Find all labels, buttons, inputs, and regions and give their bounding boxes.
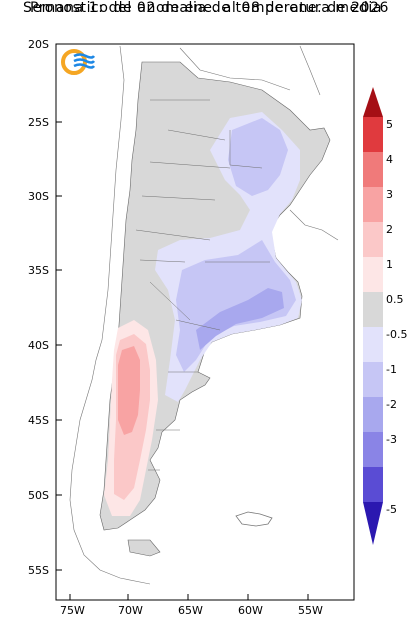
legend-band-m1-m05 bbox=[363, 327, 383, 362]
legend-label-m1: -1 bbox=[386, 363, 397, 376]
legend-label-1: 1 bbox=[386, 258, 393, 271]
lat-tick-20s: 20S bbox=[28, 38, 49, 51]
lat-tick-35s: 35S bbox=[28, 264, 49, 277]
map-title-line-1: Pronostico de anomalia de temperatura me… bbox=[29, 0, 383, 16]
lon-tick-75w: 75W bbox=[60, 604, 85, 617]
legend-band-3-4 bbox=[363, 152, 383, 187]
lat-tick-30s: 30S bbox=[28, 190, 49, 203]
lat-tick-25s: 25S bbox=[28, 116, 49, 129]
lat-tick-45s: 45S bbox=[28, 414, 49, 427]
map-title-line-2: Semana 1: del 02 de ene. al 08 de ene. d… bbox=[22, 0, 390, 16]
anomaly-blue-strong bbox=[196, 288, 284, 350]
legend-band-1-2 bbox=[363, 222, 383, 257]
legend-label-2: 2 bbox=[386, 223, 393, 236]
longitude-axis: 75W 70W 65W 60W 55W bbox=[60, 594, 323, 617]
legend-arrow-bottom bbox=[363, 502, 383, 545]
legend-band-m4-m3 bbox=[363, 432, 383, 467]
legend-label-m2: -2 bbox=[386, 398, 397, 411]
lon-tick-55w: 55W bbox=[298, 604, 323, 617]
legend-band-m2-m1 bbox=[363, 362, 383, 397]
legend-label-0-5: 0.5 bbox=[386, 293, 404, 306]
legend-label-m3: -3 bbox=[386, 433, 397, 446]
lon-tick-70w: 70W bbox=[118, 604, 143, 617]
lat-tick-55s: 55S bbox=[28, 564, 49, 577]
islands-malvinas bbox=[235, 511, 273, 527]
lat-tick-50s: 50S bbox=[28, 489, 49, 502]
legend-band-05-1 bbox=[363, 257, 383, 292]
legend-label-4: 4 bbox=[386, 153, 393, 166]
legend-band-neutral bbox=[363, 292, 383, 327]
legend-arrow-top bbox=[363, 87, 383, 117]
ocean-wave-sun-logo bbox=[61, 49, 96, 75]
legend-label-m0-5: -0.5 bbox=[386, 328, 407, 341]
color-legend: 5 4 3 2 1 0.5 -0.5 -1 -2 -3 -5 bbox=[363, 87, 407, 545]
province-boundaries bbox=[135, 99, 270, 471]
lon-tick-60w: 60W bbox=[238, 604, 263, 617]
coastline-neighbors bbox=[69, 45, 339, 585]
island-tierra-del-fuego bbox=[127, 539, 161, 557]
legend-band-4-5 bbox=[363, 117, 383, 152]
legend-band-m3-m2 bbox=[363, 397, 383, 432]
legend-label-m5: -5 bbox=[386, 503, 397, 516]
lat-tick-40s: 40S bbox=[28, 339, 49, 352]
legend-label-5: 5 bbox=[386, 118, 393, 131]
legend-band-m5-m4 bbox=[363, 467, 383, 502]
latitude-axis: 20S 25S 30S 35S 40S 45S 50S 55S bbox=[28, 38, 62, 577]
anomaly-red-strong bbox=[118, 346, 140, 435]
lon-tick-65w: 65W bbox=[178, 604, 203, 617]
legend-label-3: 3 bbox=[386, 188, 393, 201]
legend-band-2-3 bbox=[363, 187, 383, 222]
